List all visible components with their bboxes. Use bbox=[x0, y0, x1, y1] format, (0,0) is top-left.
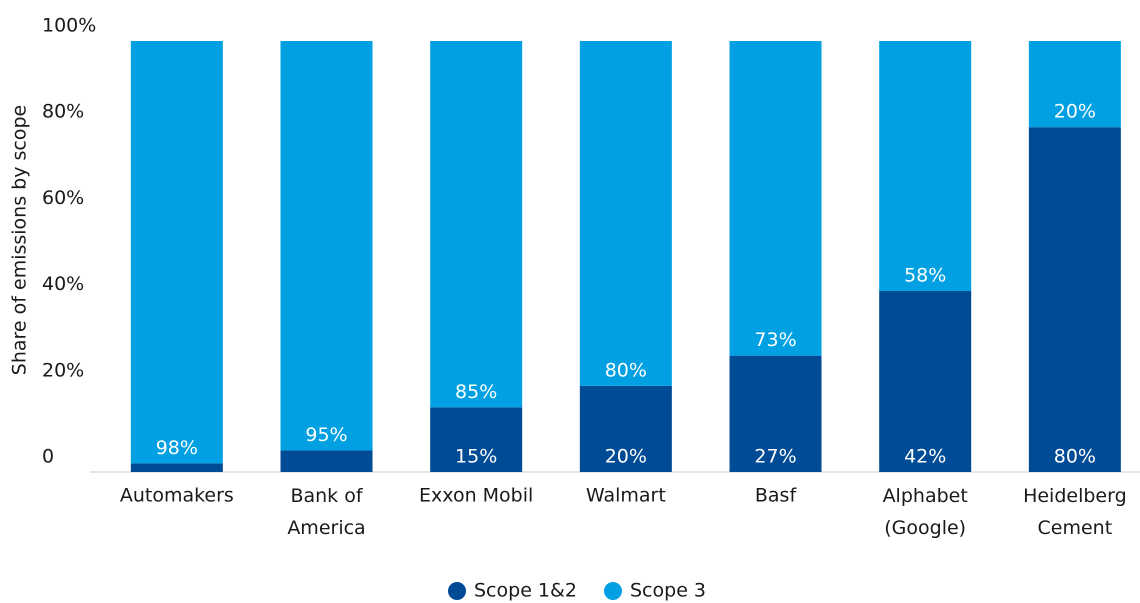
bar-segment bbox=[1028, 127, 1121, 472]
x-tick-label: Automakers bbox=[120, 485, 234, 507]
bar-segment bbox=[879, 41, 972, 291]
x-tick-label: Exxon Mobil bbox=[419, 485, 533, 507]
bar-segment bbox=[579, 385, 672, 472]
legend-label: Scope 3 bbox=[630, 580, 706, 602]
x-tick-label: Alphabet (Google) bbox=[883, 485, 968, 539]
x-tick-label: Walmart bbox=[586, 485, 666, 507]
bar-segment bbox=[729, 355, 822, 472]
y-tick-label: 0 bbox=[42, 446, 54, 468]
data-label: 95% bbox=[305, 424, 347, 446]
bar-segment bbox=[729, 41, 822, 356]
data-label: 80% bbox=[605, 359, 647, 381]
data-label: 42% bbox=[904, 446, 946, 468]
data-label: 27% bbox=[754, 446, 796, 468]
x-tick-label: Basf bbox=[755, 485, 798, 507]
legend-label: Scope 1&2 bbox=[474, 580, 577, 602]
data-label: 80% bbox=[1054, 446, 1096, 468]
data-label: 20% bbox=[1054, 101, 1096, 123]
bar-segment bbox=[130, 463, 223, 472]
data-label: 73% bbox=[754, 329, 796, 351]
bar-segment bbox=[280, 450, 373, 472]
x-tick-label: Bank of America bbox=[287, 485, 365, 539]
data-label: 98% bbox=[156, 437, 198, 459]
y-axis-title: Share of emissions by scope bbox=[9, 105, 31, 375]
y-tick-label: 80% bbox=[42, 101, 84, 123]
bar-segment bbox=[579, 41, 672, 386]
bar-segment bbox=[430, 407, 523, 472]
legend-marker bbox=[448, 582, 466, 600]
x-tick-label: Heidelberg Cement bbox=[1023, 485, 1127, 539]
data-label: 15% bbox=[455, 446, 497, 468]
y-tick-label: 40% bbox=[42, 273, 84, 295]
bar-segment bbox=[130, 41, 223, 464]
bar-segment bbox=[879, 290, 972, 472]
data-label: 58% bbox=[904, 264, 946, 286]
bar-segment bbox=[430, 41, 523, 408]
bar-segment bbox=[1028, 41, 1121, 128]
y-tick-label: 60% bbox=[42, 187, 84, 209]
data-label: 20% bbox=[605, 446, 647, 468]
legend-marker bbox=[604, 582, 622, 600]
y-tick-label: 100% bbox=[42, 15, 96, 37]
data-label: 85% bbox=[455, 381, 497, 403]
y-tick-label: 20% bbox=[42, 359, 84, 381]
bar-segment bbox=[280, 41, 373, 451]
